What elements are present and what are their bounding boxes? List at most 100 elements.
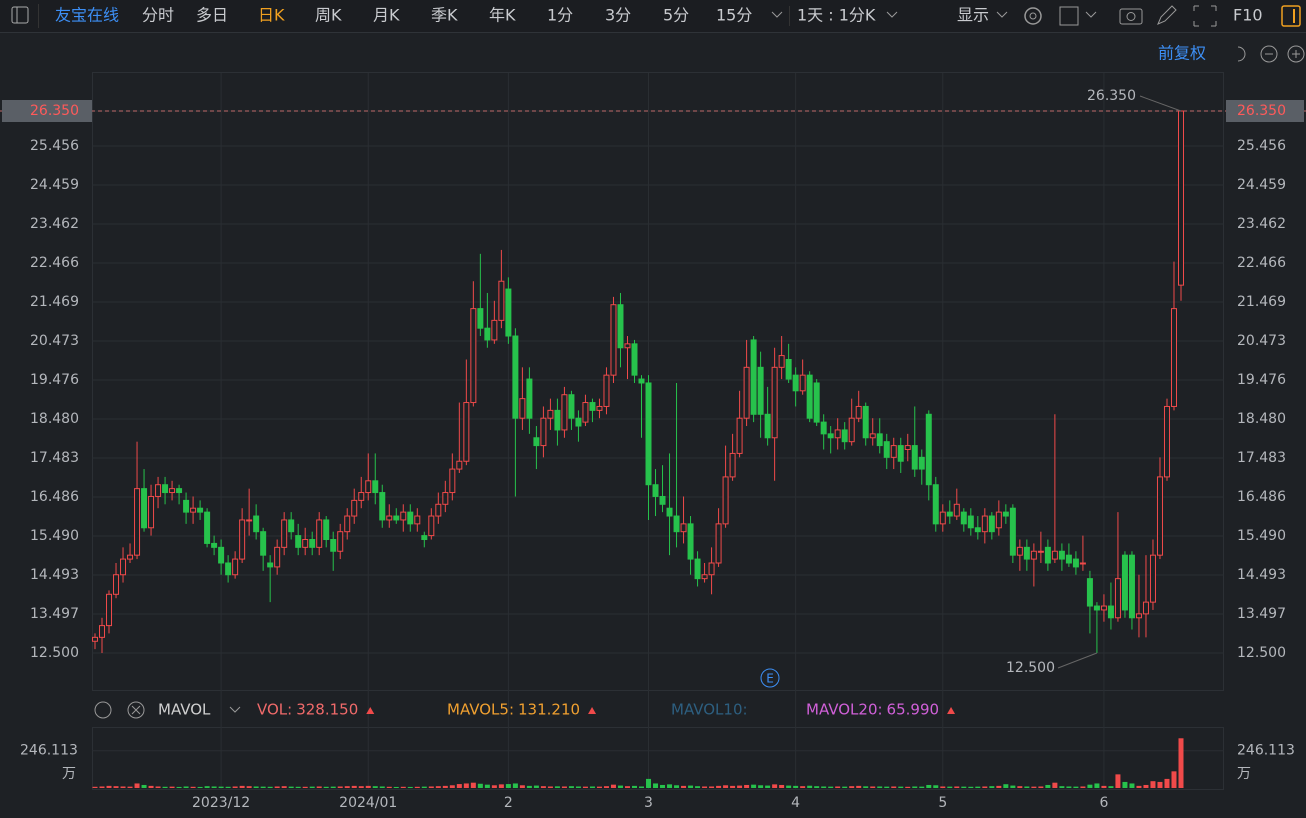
volume-bar (337, 786, 343, 788)
stock-name[interactable]: 友宝在线 (55, 6, 119, 25)
volume-bar (702, 786, 708, 788)
volume-bar (1080, 786, 1086, 788)
candle-body (414, 515, 421, 525)
candle-body (344, 515, 351, 533)
tab[interactable]: 季K (431, 6, 458, 25)
x-tick-label: 2 (504, 795, 513, 811)
more-arrow[interactable] (771, 11, 783, 18)
candle-body (638, 378, 645, 384)
candle-body (232, 558, 239, 576)
tab[interactable]: 周K (315, 6, 342, 25)
period-select[interactable]: 1天 : 1分K (797, 6, 876, 25)
camera-icon[interactable] (1119, 8, 1143, 25)
candle-body (162, 484, 169, 494)
reset-icon[interactable] (1237, 46, 1246, 62)
tab[interactable]: 1分 (547, 6, 573, 25)
tab[interactable]: 15分 (716, 6, 752, 25)
candle-body (743, 366, 750, 419)
max-annotation: 26.350 (1087, 88, 1136, 104)
draw-icon[interactable] (1157, 5, 1177, 25)
settings-icon[interactable] (1024, 7, 1042, 25)
volume-bar (793, 785, 799, 788)
volume-bar (751, 784, 757, 788)
candle-body (701, 574, 708, 580)
candle-body (1093, 605, 1100, 611)
volume-bar (421, 786, 427, 788)
adjust-mode[interactable]: 前复权 (1158, 44, 1206, 63)
f10-button[interactable]: F10 (1233, 6, 1263, 25)
candle-body (589, 402, 596, 411)
tab[interactable]: 多日 (196, 6, 228, 25)
volume-bar (512, 783, 518, 788)
vol-unit-left: 万 (62, 766, 76, 782)
sidebar-icon[interactable] (11, 6, 29, 24)
volume-bar (870, 786, 876, 788)
display-arrow (996, 11, 1008, 18)
candle-body (918, 456, 925, 470)
indicator-settings[interactable] (94, 701, 112, 719)
volume-bar (281, 786, 287, 788)
tab[interactable]: 日K (258, 6, 285, 25)
fullscreen-icon[interactable] (1193, 5, 1217, 27)
volume-bar (1164, 778, 1170, 788)
volume-bar (218, 786, 224, 788)
volume-bar (1122, 781, 1128, 788)
indicator-up-arrow (947, 707, 956, 714)
zoom-in-icon[interactable] (1287, 45, 1305, 63)
volume-bar (519, 785, 525, 788)
y-tick-label-left: 19.476 (30, 372, 79, 388)
candle-body (316, 519, 323, 548)
candle-body (953, 503, 960, 517)
candle-body (365, 480, 372, 494)
y-tick-label-right: 15.490 (1237, 528, 1286, 544)
candle-body (1128, 554, 1135, 619)
candle-body (1100, 605, 1107, 611)
tab[interactable]: 年K (489, 6, 516, 25)
tab[interactable]: 3分 (605, 6, 631, 25)
volume-bar (540, 786, 546, 788)
volume-bar (695, 786, 701, 788)
candle-body (673, 515, 680, 533)
candle-body (169, 488, 176, 494)
candle-body (1135, 613, 1142, 619)
layout-icon[interactable] (1059, 6, 1079, 26)
candle-body (904, 445, 911, 451)
candle-body (267, 562, 274, 568)
y-tick-label-left: 21.469 (30, 294, 79, 310)
volume-bar (351, 785, 357, 788)
candle-body (946, 511, 953, 517)
candle-body (561, 394, 568, 431)
indicator-close[interactable] (127, 701, 145, 719)
candle-body (1079, 562, 1086, 565)
display-menu[interactable]: 显示 (957, 6, 989, 25)
candle-body (1142, 601, 1149, 615)
zoom-out-icon[interactable] (1260, 45, 1278, 63)
candle-body (148, 495, 155, 529)
candle-body (449, 468, 456, 494)
y-tick-label-left: 23.462 (30, 216, 79, 232)
tab[interactable]: 月K (373, 6, 400, 25)
indicator-name[interactable]: MAVOL (158, 701, 211, 719)
candle-body (610, 304, 617, 376)
volume-bar (1136, 785, 1142, 788)
volume-bar (961, 786, 967, 788)
candle-body (246, 519, 253, 522)
candle-body (680, 523, 687, 533)
candle-body (372, 480, 379, 494)
volume-bar (372, 786, 378, 788)
volume-bar (1101, 785, 1107, 788)
candle-body (827, 433, 834, 439)
candle-body (1170, 308, 1177, 407)
tab[interactable]: 5分 (663, 6, 689, 25)
tab[interactable]: 分时 (142, 6, 174, 25)
volume-bar (106, 785, 112, 788)
volume-bar (758, 785, 764, 788)
panel-icon[interactable] (1281, 5, 1301, 27)
event-marker[interactable] (760, 668, 780, 688)
volume-bar (407, 786, 413, 788)
candle-body (708, 562, 715, 576)
volume-bar (646, 778, 652, 788)
volume-bar (330, 786, 336, 788)
volume-bar (1115, 774, 1121, 788)
candle-body (939, 511, 946, 525)
